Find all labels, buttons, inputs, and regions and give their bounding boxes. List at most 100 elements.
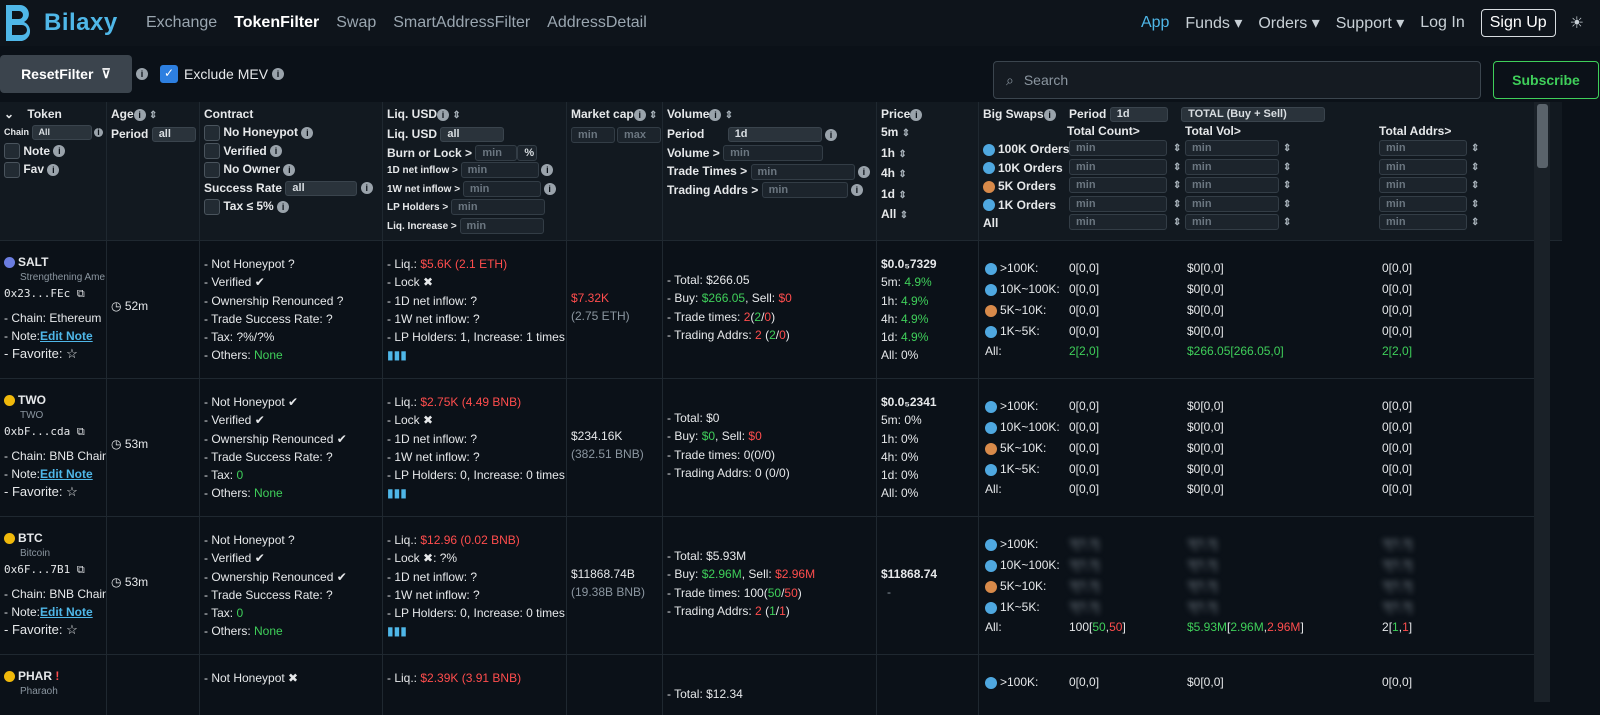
token-symbol[interactable]: TWO xyxy=(18,393,46,407)
mcap-min-input[interactable]: min xyxy=(571,126,615,143)
o1k-addrs-input[interactable]: min xyxy=(1379,195,1467,212)
nav-exchange[interactable]: Exchange xyxy=(146,14,218,31)
edit-note-link[interactable]: Edit Note xyxy=(40,328,93,343)
lp-holders-input[interactable]: min xyxy=(451,199,546,216)
volume-min-input[interactable]: min xyxy=(723,145,824,162)
subscribe-button[interactable]: Subscribe xyxy=(1493,61,1599,99)
sort-icon[interactable]: ⇕ xyxy=(898,169,907,180)
swaps-period-select[interactable]: 1d xyxy=(1109,107,1168,123)
vertical-scrollbar[interactable] xyxy=(1534,102,1550,702)
sort-icon[interactable]: ⇕ xyxy=(1173,143,1182,154)
login-link[interactable]: Log In xyxy=(1420,14,1465,31)
sort-icon[interactable]: ⇕ xyxy=(1471,198,1480,210)
table-row[interactable]: PHAR ! Pharaoh - Not Honeypot ✖ - Liq.: … xyxy=(0,655,1534,715)
all-count-input[interactable]: min xyxy=(1069,214,1167,230)
sort-icon[interactable]: ⇕ xyxy=(901,128,911,139)
star-icon[interactable]: ☆ xyxy=(66,622,78,638)
mcap-max-input[interactable]: max xyxy=(617,126,661,143)
nav-app[interactable]: App xyxy=(1140,14,1170,31)
o5k-count-input[interactable]: min xyxy=(1069,177,1167,193)
star-icon[interactable]: ☆ xyxy=(66,484,78,500)
table-row[interactable]: BTC Bitcoin 0x6F...7B1 ⧉ - Chain: BNB Ch… xyxy=(0,517,1534,655)
total-count-label[interactable]: Total Count> xyxy=(1067,124,1140,138)
burn-lock-input[interactable]: min xyxy=(475,145,518,162)
chart-bars-icon[interactable]: ▮▮▮ xyxy=(387,486,407,501)
o10k-count-input[interactable]: min xyxy=(1069,158,1167,175)
volume-period-select[interactable]: 1d xyxy=(727,127,822,143)
sort-icon[interactable]: ⇕ xyxy=(1173,180,1182,191)
info-icon[interactable]: i xyxy=(133,108,146,121)
fav-checkbox[interactable] xyxy=(4,161,20,178)
edit-note-link[interactable]: Edit Note xyxy=(40,604,93,619)
chart-bars-icon[interactable]: ▮▮▮ xyxy=(387,348,407,363)
nav-smartaddressfilter[interactable]: SmartAddressFilter xyxy=(393,14,531,31)
nav-support-dropdown[interactable]: Support ▾ xyxy=(1335,15,1405,32)
info-icon[interactable]: i xyxy=(910,108,923,121)
info-icon[interactable]: i xyxy=(277,200,290,213)
info-icon[interactable]: i xyxy=(541,164,554,177)
nav-funds-dropdown[interactable]: Funds ▾ xyxy=(1185,15,1243,32)
price-4h-sort[interactable]: 4h xyxy=(881,166,896,180)
sort-icon[interactable]: ⇕ xyxy=(1283,180,1292,191)
sort-icon[interactable]: ⇕ xyxy=(724,110,734,121)
info-icon[interactable]: i xyxy=(633,108,646,121)
nav-swap[interactable]: Swap xyxy=(336,14,377,31)
star-icon[interactable]: ☆ xyxy=(66,346,78,362)
price-5m-sort[interactable]: 5m xyxy=(881,125,899,139)
exclude-mev-checkbox[interactable]: ✓ xyxy=(160,65,178,83)
info-icon[interactable]: i xyxy=(709,108,722,121)
sort-icon[interactable]: ⇕ xyxy=(1471,143,1480,154)
scrollbar-thumb[interactable] xyxy=(1537,104,1548,168)
tax-checkbox[interactable] xyxy=(204,198,220,215)
liq-increase-input[interactable]: min xyxy=(459,217,544,234)
sort-icon[interactable]: ⇕ xyxy=(1173,217,1182,228)
signup-button[interactable]: Sign Up xyxy=(1480,9,1556,37)
brand-logo[interactable]: Bilaxy xyxy=(2,3,146,43)
copy-icon[interactable]: ⧉ xyxy=(76,563,85,577)
liq-usd-select[interactable]: all xyxy=(440,127,505,143)
sort-icon[interactable]: ⇕ xyxy=(149,110,158,121)
sort-icon[interactable]: ⇕ xyxy=(1173,198,1182,210)
age-period-select[interactable]: all xyxy=(151,127,196,143)
theme-toggle-icon[interactable]: ☀ xyxy=(1569,15,1584,32)
success-rate-select[interactable]: all xyxy=(285,180,358,196)
trade-times-input[interactable]: min xyxy=(750,163,855,180)
info-icon[interactable]: i xyxy=(272,68,285,80)
o5k-addrs-input[interactable]: min xyxy=(1379,177,1467,193)
nav-tokenfilter[interactable]: TokenFilter xyxy=(234,14,320,31)
o1k-count-input[interactable]: min xyxy=(1069,195,1167,212)
sort-icon[interactable]: ⇕ xyxy=(1471,217,1480,228)
info-icon[interactable]: i xyxy=(136,68,148,80)
sort-icon[interactable]: ⇕ xyxy=(1283,217,1292,228)
sort-icon[interactable]: ⇕ xyxy=(452,110,461,121)
nav-orders-dropdown[interactable]: Orders ▾ xyxy=(1258,15,1320,32)
sort-icon[interactable]: ⇕ xyxy=(898,148,907,160)
info-icon[interactable]: i xyxy=(543,182,556,195)
nav-addressdetail[interactable]: AddressDetail xyxy=(547,14,647,31)
sort-icon[interactable]: ⇕ xyxy=(1471,180,1480,191)
token-symbol[interactable]: BTC xyxy=(18,531,43,545)
info-icon[interactable]: i xyxy=(360,182,373,195)
collapse-icon[interactable]: ⌄ xyxy=(4,107,15,121)
no-honeypot-checkbox[interactable] xyxy=(204,124,220,141)
swaps-mode-select[interactable]: TOTAL (Buy + Sell) xyxy=(1181,107,1326,123)
o10k-vol-input[interactable]: min xyxy=(1185,158,1279,175)
table-row[interactable]: TWO TWO 0xbF...cda ⧉ - Chain: BNB Chain … xyxy=(0,379,1534,517)
no-owner-checkbox[interactable] xyxy=(204,161,220,178)
sort-icon[interactable]: ⇕ xyxy=(649,110,658,121)
search-input[interactable]: ⌕ Search xyxy=(993,61,1481,99)
info-icon[interactable]: i xyxy=(301,126,314,139)
chart-bars-icon[interactable]: ▮▮▮ xyxy=(387,624,407,639)
info-icon[interactable]: i xyxy=(1043,108,1056,121)
copy-icon[interactable]: ⧉ xyxy=(76,287,85,301)
o100k-count-input[interactable]: min xyxy=(1069,140,1167,156)
price-1h-sort[interactable]: 1h xyxy=(881,145,896,160)
edit-note-link[interactable]: Edit Note xyxy=(40,466,93,481)
info-icon[interactable]: i xyxy=(94,127,104,137)
info-icon[interactable]: i xyxy=(850,184,863,197)
sort-icon[interactable]: ⇕ xyxy=(1283,198,1292,210)
sort-icon[interactable]: ⇕ xyxy=(1283,161,1292,173)
price-all-sort[interactable]: All xyxy=(881,207,897,221)
price-1d-sort[interactable]: 1d xyxy=(881,186,896,201)
all-addrs-input[interactable]: min xyxy=(1379,214,1467,230)
